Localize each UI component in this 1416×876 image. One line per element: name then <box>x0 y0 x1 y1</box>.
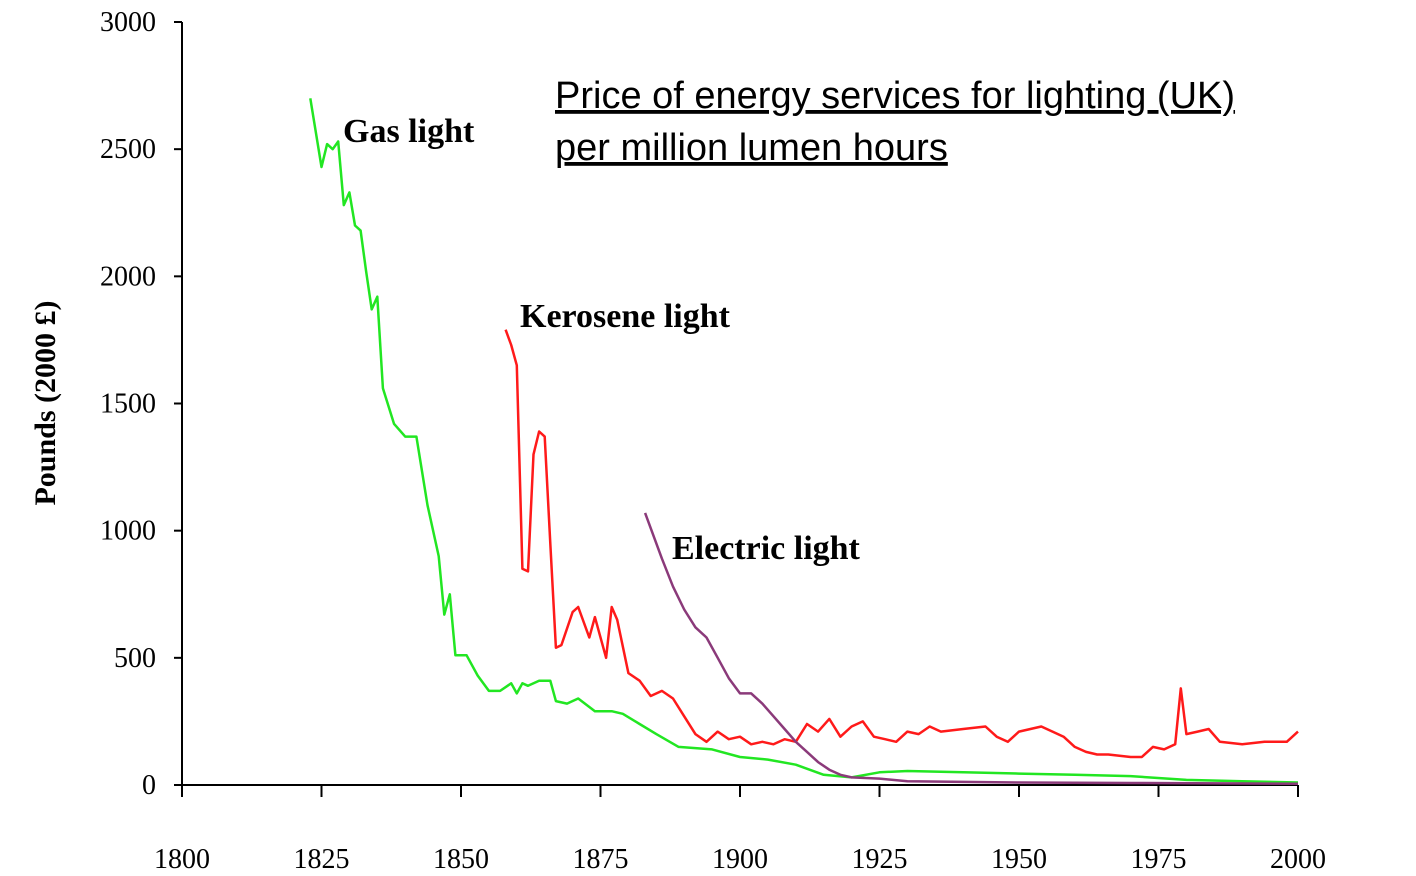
x-tick-label: 2000 <box>1270 844 1326 875</box>
y-tick-label: 2000 <box>100 261 156 292</box>
y-tick-label: 1000 <box>100 516 156 547</box>
y-tick-label: 500 <box>114 643 156 674</box>
x-tick-label: 1900 <box>712 844 768 875</box>
x-tick-label: 1975 <box>1131 844 1187 875</box>
x-tick-label: 1925 <box>852 844 908 875</box>
series-line <box>309 98 1299 784</box>
y-tick-label: 0 <box>142 770 156 801</box>
y-axis-label: Pounds (2000 £) <box>29 300 62 505</box>
x-tick-label: 1800 <box>154 844 210 875</box>
series-label: Electric light <box>672 530 861 567</box>
y-tick-label: 2500 <box>100 134 156 165</box>
y-tick-label: 3000 <box>100 7 156 38</box>
x-tick-label: 1950 <box>991 844 1047 875</box>
series-line <box>643 512 1299 785</box>
chart-title: Price of energy services for lighting (U… <box>555 75 1235 117</box>
series-line <box>504 329 1299 759</box>
chart-subtitle: per million lumen hours <box>555 127 948 169</box>
series-label: Gas light <box>343 113 475 150</box>
x-tick-label: 1875 <box>573 844 629 875</box>
y-tick-label: 1500 <box>100 389 156 420</box>
x-tick-label: 1825 <box>294 844 350 875</box>
series-label: Kerosene light <box>520 298 731 335</box>
x-tick-label: 1850 <box>433 844 489 875</box>
